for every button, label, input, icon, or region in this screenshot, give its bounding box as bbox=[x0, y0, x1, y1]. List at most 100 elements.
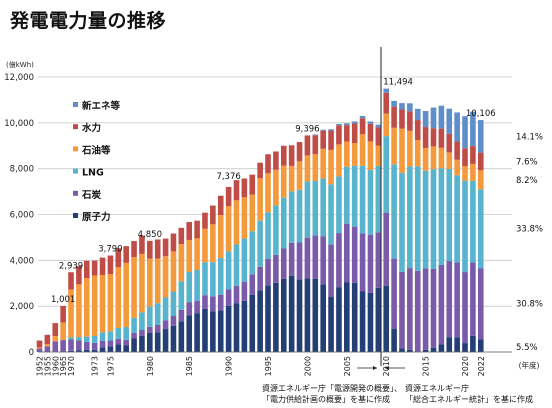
bar-segment-原子力-1993 bbox=[249, 294, 256, 352]
bar-segment-LNG-2016 bbox=[430, 169, 437, 269]
bar-segment-石炭-1985 bbox=[186, 302, 193, 316]
bar-segment-水力-1965 bbox=[60, 305, 66, 323]
x-tick-label: 1990 bbox=[225, 356, 234, 376]
bar-segment-LNG-1993 bbox=[249, 231, 256, 275]
y-tick-label: 4,000 bbox=[10, 256, 34, 266]
bar-segment-石油等-1998 bbox=[288, 165, 295, 192]
bar-segment-新エネ等-2020 bbox=[462, 116, 468, 149]
bar-segment-石油等-1989 bbox=[217, 214, 224, 259]
bar-segment-石炭-1982 bbox=[162, 320, 169, 330]
bar-segment-LNG-2002 bbox=[320, 178, 326, 237]
x-tick-label: 1952 bbox=[36, 356, 45, 376]
legend-label-水力: 水力 bbox=[82, 122, 101, 134]
bar-segment-石炭-1995 bbox=[265, 258, 271, 286]
bar-segment-原子力-1995 bbox=[265, 285, 271, 352]
bar-segment-LNG-2017 bbox=[438, 168, 445, 265]
bar-segment-水力-1978 bbox=[131, 241, 137, 258]
bar-segment-LNG-1987 bbox=[202, 262, 208, 296]
bar-segment-原子力-1989 bbox=[217, 310, 224, 352]
bar-segment-新エネ等-2001 bbox=[312, 134, 319, 136]
bar-segment-新エネ等-2003 bbox=[328, 129, 334, 131]
bar-segment-原子力-1972 bbox=[83, 349, 90, 352]
bar-segment-石炭-1988 bbox=[210, 296, 216, 312]
x-tick-label: 2010 bbox=[382, 356, 391, 376]
x-tick-label: 1973 bbox=[91, 356, 100, 376]
bar-segment-石油等-2018 bbox=[446, 152, 453, 169]
bar-segment-LNG-1973 bbox=[91, 335, 98, 343]
bar-segment-石油等-1993 bbox=[249, 194, 256, 232]
bar-segment-石油等-2003 bbox=[328, 149, 334, 185]
bar-segment-水力-1995 bbox=[265, 154, 271, 174]
bar-segment-LNG-2019 bbox=[454, 175, 460, 263]
bar-segment-水力-2006 bbox=[351, 123, 358, 143]
bar-segment-石炭-1965 bbox=[60, 340, 66, 352]
bar-segment-LNG-2007 bbox=[359, 165, 366, 234]
bar-segment-石炭-1978 bbox=[131, 332, 137, 339]
bar-segment-水力-1999 bbox=[296, 142, 303, 162]
bar-segment-石炭-1998 bbox=[288, 242, 295, 276]
bar-segment-水力-2016 bbox=[430, 128, 437, 147]
total-label-2000: 9,396 bbox=[295, 124, 319, 134]
bar-segment-石油等-2013 bbox=[407, 130, 413, 167]
total-label-1980: 4,850 bbox=[138, 230, 162, 240]
legend-label-LNG: LNG bbox=[82, 168, 104, 179]
x-tick-label: 1965 bbox=[59, 356, 68, 376]
bar-segment-石炭-2018 bbox=[446, 261, 453, 338]
bar-segment-石炭-1987 bbox=[202, 295, 208, 309]
bar-segment-水力-2013 bbox=[407, 111, 413, 131]
bar-segment-石炭-1999 bbox=[296, 242, 303, 280]
bar-segment-LNG-1971 bbox=[76, 337, 82, 341]
bar-segment-石炭-2001 bbox=[312, 235, 319, 279]
bar-segment-水力-2011 bbox=[391, 106, 397, 128]
share-label-石炭: 30.8% bbox=[516, 300, 543, 310]
bar-segment-水力-2012 bbox=[399, 109, 405, 129]
bar-segment-LNG-2010 bbox=[383, 136, 390, 213]
bar-segment-水力-1989 bbox=[217, 195, 224, 215]
bar-segment-水力-1955 bbox=[44, 334, 51, 344]
bar-segment-原子力-2019 bbox=[454, 337, 460, 352]
bar-segment-石油等-2012 bbox=[399, 128, 405, 173]
y-tick-label: 2,000 bbox=[10, 302, 34, 312]
bar-segment-原子力-1970 bbox=[68, 350, 74, 352]
x-tick-label: 1980 bbox=[146, 356, 155, 376]
bar-segment-石油等-1976 bbox=[115, 267, 122, 328]
bar-segment-原子力-1998 bbox=[288, 275, 295, 352]
bar-segment-水力-2009 bbox=[375, 127, 382, 146]
bar-segment-原子力-1978 bbox=[131, 338, 137, 352]
bar-segment-新エネ等-2022 bbox=[477, 120, 484, 153]
bar-segment-水力-1971 bbox=[76, 266, 82, 285]
bar-segment-石炭-2008 bbox=[367, 234, 374, 293]
bar-segment-石油等-1973 bbox=[91, 275, 98, 336]
bar-segment-原子力-2001 bbox=[312, 278, 319, 352]
bar-segment-LNG-1985 bbox=[186, 272, 193, 303]
bar-segment-石油等-2005 bbox=[344, 141, 350, 167]
bar-segment-石油等-2009 bbox=[375, 145, 382, 166]
bar-segment-原子力-2003 bbox=[328, 297, 334, 352]
bar-segment-LNG-1995 bbox=[265, 212, 271, 259]
total-label-1975: 3,790 bbox=[98, 245, 122, 255]
bar-segment-新エネ等-2006 bbox=[351, 121, 358, 124]
y-tick-label: 6,000 bbox=[10, 211, 34, 221]
bar-segment-水力-2007 bbox=[359, 118, 366, 135]
bar-segment-石油等-1983 bbox=[170, 251, 177, 292]
bar-segment-石油等-2000 bbox=[304, 155, 311, 182]
bar-segment-石油等-1985 bbox=[186, 239, 193, 273]
bar-segment-原子力-1975 bbox=[107, 346, 114, 352]
bar-segment-石炭-2006 bbox=[351, 226, 358, 283]
bar-segment-石油等-1996 bbox=[273, 169, 279, 206]
bar-segment-石油等-2007 bbox=[359, 134, 366, 166]
bar-segment-石炭-1970 bbox=[68, 339, 74, 351]
bar-segment-原子力-2015 bbox=[422, 349, 429, 352]
bar-segment-石炭-2000 bbox=[304, 237, 311, 279]
bar-segment-水力-1952 bbox=[36, 340, 43, 348]
bar-segment-原子力-1984 bbox=[178, 321, 185, 352]
bar-segment-石油等-2017 bbox=[438, 147, 445, 169]
bar-segment-原子力-2007 bbox=[359, 291, 366, 352]
bar-segment-石炭-2009 bbox=[375, 232, 382, 288]
bar-segment-石炭-2020 bbox=[462, 272, 468, 344]
legend-swatch-石油等 bbox=[73, 146, 78, 152]
bar-segment-石炭-2016 bbox=[430, 268, 437, 348]
x-tick-label: 1985 bbox=[185, 356, 194, 376]
bar-segment-原子力-2005 bbox=[344, 282, 350, 352]
bar-segment-原子力-2011 bbox=[391, 328, 397, 352]
